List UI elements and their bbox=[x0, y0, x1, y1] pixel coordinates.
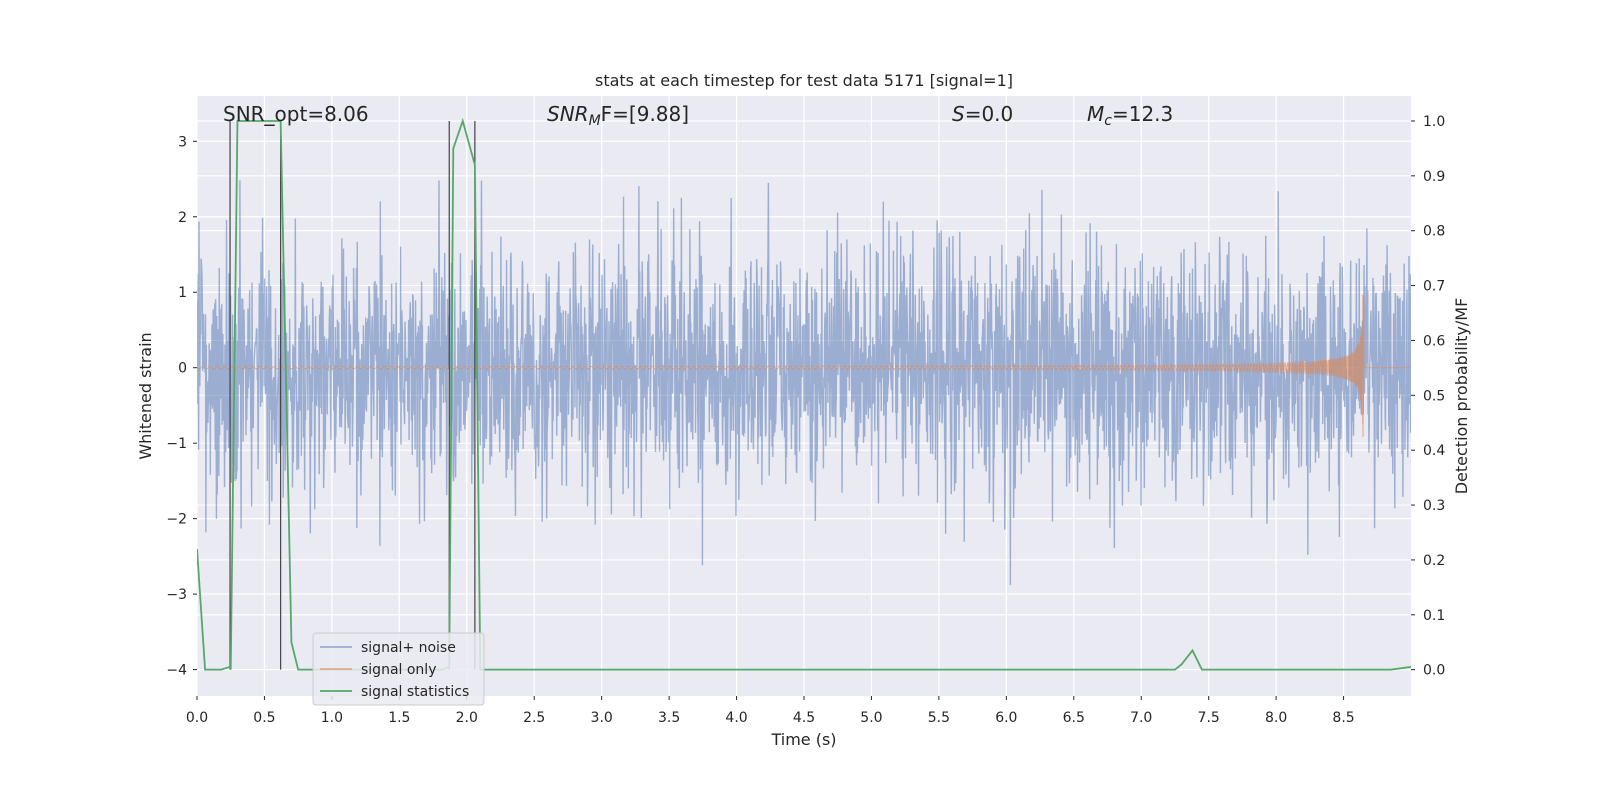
x-tick-label: 3.5 bbox=[658, 710, 680, 726]
x-tick-label: 3.0 bbox=[591, 710, 613, 726]
legend-label-signal-statistics: signal statistics bbox=[361, 684, 469, 700]
s-symbol: S bbox=[952, 102, 965, 126]
y-right-tick-label: 0.0 bbox=[1423, 663, 1445, 679]
annotation-snr-mf: SNRMF=[9.88] bbox=[547, 102, 689, 129]
x-tick-label: 8.0 bbox=[1265, 710, 1287, 726]
y-right-tick-label: 0.1 bbox=[1423, 608, 1445, 624]
y-right-tick-label: 1.0 bbox=[1423, 114, 1445, 130]
x-tick-label: 4.5 bbox=[793, 710, 815, 726]
legend-box bbox=[312, 632, 485, 706]
x-tick-label: 1.0 bbox=[321, 710, 343, 726]
x-tick-label: 5.0 bbox=[860, 710, 882, 726]
y-left-tick-label: −2 bbox=[166, 512, 187, 528]
chart-title: stats at each timestep for test data 517… bbox=[595, 71, 1013, 90]
tick-labels: 0.0 0.5 1.0 1.5 2.0 2.5 3.0 3.5 4.0 4.5 5.0 5.5 6.0 6… bbox=[166, 114, 1445, 726]
x-tick-label: 2.5 bbox=[523, 710, 545, 726]
annotation-s: S=0.0 bbox=[952, 102, 1013, 126]
series-signal-plus-noise bbox=[197, 180, 1411, 585]
y-right-tick-label: 0.4 bbox=[1423, 443, 1445, 459]
x-tick-label: 7.0 bbox=[1130, 710, 1152, 726]
x-tick-label: 1.5 bbox=[388, 710, 410, 726]
y-left-tick-label: −3 bbox=[166, 587, 187, 603]
snr-mf-subscript: M bbox=[589, 113, 601, 129]
x-tick-label: 6.0 bbox=[995, 710, 1017, 726]
y-left-tick-label: 2 bbox=[178, 210, 187, 226]
x-tick-label: 4.0 bbox=[725, 710, 747, 726]
series-signal-statistics bbox=[197, 117, 1411, 671]
y-left-tick-label: −4 bbox=[166, 663, 187, 679]
y-right-tick-label: 0.6 bbox=[1423, 333, 1445, 349]
x-tick-label: 8.5 bbox=[1332, 710, 1354, 726]
series-layer bbox=[197, 117, 1411, 671]
mc-value: =12.3 bbox=[1112, 102, 1173, 126]
y-left-tick-label: 0 bbox=[178, 361, 187, 377]
y-right-tick-label: 0.5 bbox=[1423, 388, 1445, 404]
mc-symbol: M bbox=[1087, 102, 1104, 126]
x-axis-label: Time (s) bbox=[770, 730, 836, 749]
annotation-snr-opt: SNR_opt=8.06 bbox=[223, 102, 369, 126]
y-axis-label-right: Detection probability/MF bbox=[1452, 298, 1471, 495]
y-right-tick-label: 0.9 bbox=[1423, 169, 1445, 185]
legend: signal+ noise signal only signal statist… bbox=[312, 632, 485, 706]
y-right-tick-label: 0.8 bbox=[1423, 224, 1445, 240]
x-tick-label: 6.5 bbox=[1063, 710, 1085, 726]
legend-label-signal-noise: signal+ noise bbox=[361, 640, 456, 656]
y-axis-label-left: Whitened strain bbox=[136, 332, 155, 459]
annotation-mc: Mc=12.3 bbox=[1087, 102, 1173, 129]
x-tick-label: 0.5 bbox=[253, 710, 275, 726]
legend-label-signal-only: signal only bbox=[361, 662, 436, 678]
snr-mf-symbol: SNR bbox=[547, 102, 589, 126]
y-left-tick-label: −1 bbox=[166, 436, 187, 452]
x-tick-label: 5.5 bbox=[928, 710, 950, 726]
y-left-tick-label: 1 bbox=[178, 285, 187, 301]
y-right-tick-label: 0.7 bbox=[1423, 279, 1445, 295]
y-right-tick-label: 0.2 bbox=[1423, 553, 1445, 569]
x-tick-label: 2.0 bbox=[456, 710, 478, 726]
series-signal-only bbox=[197, 294, 1411, 437]
y-right-tick-label: 0.3 bbox=[1423, 498, 1445, 514]
mc-subscript: c bbox=[1104, 113, 1112, 129]
snr-mf-value: F=[9.88] bbox=[601, 102, 689, 126]
s-value: =0.0 bbox=[965, 102, 1014, 126]
x-tick-label: 0.0 bbox=[186, 710, 208, 726]
x-tick-label: 7.5 bbox=[1198, 710, 1220, 726]
y-left-tick-label: 3 bbox=[178, 134, 187, 150]
